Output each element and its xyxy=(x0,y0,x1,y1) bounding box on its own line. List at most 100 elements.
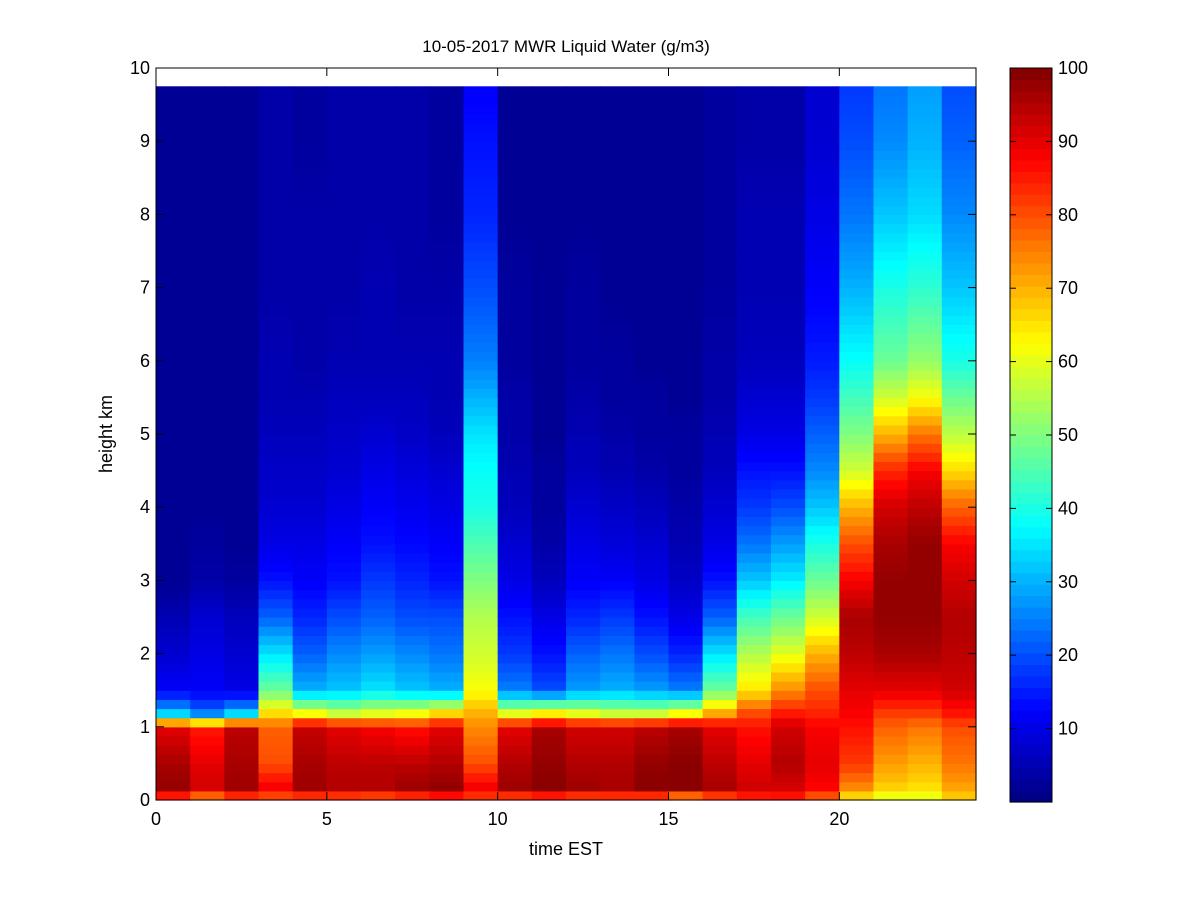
heatmap-cell xyxy=(907,104,943,115)
x-axis-ticks: 0 5 10 15 20 xyxy=(151,68,849,829)
colorbar-tick-label: 60 xyxy=(1058,352,1078,372)
heatmap-cell xyxy=(326,388,362,398)
heatmap-cell xyxy=(736,315,772,325)
heatmap-cell xyxy=(190,617,225,627)
heatmap-cell xyxy=(839,104,875,115)
heatmap-cell xyxy=(326,589,362,600)
heatmap-cell xyxy=(771,159,806,170)
heatmap-cell xyxy=(258,196,294,206)
heatmap-cell xyxy=(258,479,294,490)
heatmap-cell xyxy=(668,552,704,563)
colorbar-segment xyxy=(1010,251,1052,264)
heatmap-cell xyxy=(600,278,635,289)
colorbar-segment xyxy=(1010,171,1052,184)
heatmap-cell xyxy=(224,488,260,499)
heatmap-cell xyxy=(258,251,294,261)
heatmap-cell xyxy=(395,159,430,170)
colorbar-segment xyxy=(1010,400,1052,413)
heatmap-cell xyxy=(224,177,260,188)
heatmap-cell xyxy=(156,552,191,563)
heatmap-cell xyxy=(326,580,362,591)
heatmap-cell xyxy=(156,607,191,618)
heatmap-cell xyxy=(361,351,396,362)
heatmap-cell xyxy=(531,186,567,197)
heatmap-cell xyxy=(292,315,328,325)
heatmap-cell xyxy=(736,461,772,472)
heatmap-cell xyxy=(156,507,191,517)
heatmap-cell xyxy=(736,241,772,252)
heatmap-cell xyxy=(156,452,191,463)
heatmap-cell xyxy=(190,488,225,499)
heatmap-cell xyxy=(224,122,260,133)
heatmap-cell xyxy=(839,296,875,307)
heatmap-cell xyxy=(429,443,465,453)
colorbar-segment xyxy=(1010,343,1052,356)
heatmap-cell xyxy=(395,443,430,453)
heatmap-cell xyxy=(805,516,840,527)
heatmap-cell xyxy=(805,635,840,646)
heatmap-cell xyxy=(566,763,601,774)
heatmap-cell xyxy=(566,571,601,581)
heatmap-cell xyxy=(326,86,362,97)
heatmap-cell xyxy=(941,287,977,298)
heatmap-cell xyxy=(531,86,567,97)
heatmap-cell xyxy=(156,159,191,170)
heatmap-cell xyxy=(873,690,909,700)
heatmap-cell xyxy=(395,251,430,261)
heatmap-cell xyxy=(429,351,465,362)
heatmap-cell xyxy=(873,763,909,774)
heatmap-cell xyxy=(258,772,294,783)
heatmap-cell xyxy=(736,690,772,700)
heatmap-cell xyxy=(634,626,670,636)
heatmap-cell xyxy=(907,708,943,719)
heatmap-cell xyxy=(873,360,909,371)
heatmap-cell xyxy=(600,607,635,618)
heatmap-cell xyxy=(941,296,977,307)
heatmap-cell xyxy=(907,168,943,179)
heatmap-cell xyxy=(156,534,191,545)
heatmap-cell xyxy=(190,251,225,261)
heatmap-cell xyxy=(736,562,772,572)
heatmap-cell xyxy=(429,534,465,545)
heatmap-cell xyxy=(497,635,533,646)
heatmap-cell xyxy=(839,132,875,142)
heatmap-cell xyxy=(668,580,704,591)
heatmap-cell xyxy=(292,470,328,481)
heatmap-cell xyxy=(531,699,567,710)
chart-title: 10-05-2017 MWR Liquid Water (g/m3) xyxy=(422,37,710,56)
heatmap-cell xyxy=(941,735,977,746)
heatmap-cell xyxy=(361,241,396,252)
heatmap-cell xyxy=(429,324,465,334)
heatmap-cell xyxy=(941,562,977,572)
heatmap-cell xyxy=(258,781,294,792)
heatmap-cell xyxy=(634,369,670,380)
heatmap-cell xyxy=(361,379,396,389)
heatmap-cell xyxy=(634,223,670,234)
heatmap-cell xyxy=(429,562,465,572)
heatmap-cell xyxy=(292,415,328,426)
heatmap-cell xyxy=(600,626,635,636)
heatmap-cell xyxy=(839,113,875,124)
heatmap-cell xyxy=(497,315,533,325)
heatmap-cell xyxy=(873,516,909,527)
heatmap-cell xyxy=(566,745,601,755)
heatmap-cell xyxy=(463,708,499,719)
heatmap-cell xyxy=(429,635,465,646)
heatmap-cell xyxy=(805,315,840,325)
heatmap-cell xyxy=(429,223,465,234)
heatmap-cell xyxy=(326,132,362,142)
heatmap-cell xyxy=(497,745,533,755)
heatmap-cell xyxy=(634,260,670,270)
heatmap-cell xyxy=(531,406,567,417)
heatmap-cell xyxy=(292,617,328,627)
heatmap-cell xyxy=(634,424,670,435)
heatmap-cell xyxy=(258,461,294,472)
heatmap-cell xyxy=(771,461,806,472)
heatmap-cell xyxy=(566,552,601,563)
heatmap-cell xyxy=(156,543,191,554)
heatmap-cell xyxy=(326,726,362,737)
heatmap-cell xyxy=(326,562,362,572)
heatmap-cell xyxy=(736,726,772,737)
heatmap-cell xyxy=(361,571,396,581)
heatmap-cell xyxy=(395,360,430,371)
